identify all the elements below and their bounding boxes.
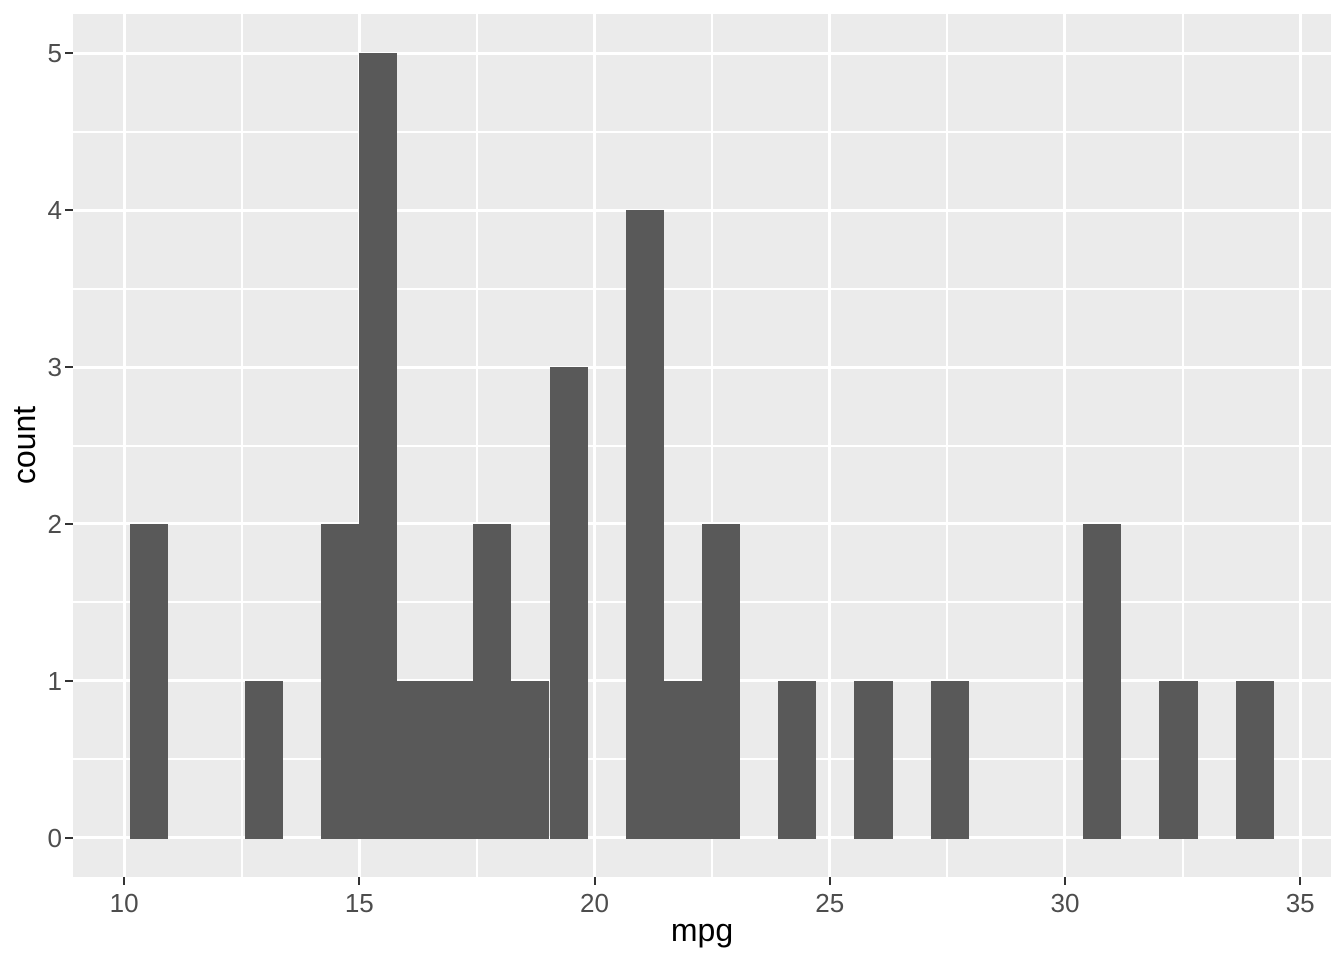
histogram-bar: [663, 680, 702, 840]
y-axis-title: count: [6, 405, 42, 485]
histogram-bar: [397, 680, 436, 840]
y-tick-label: 3: [47, 352, 62, 383]
histogram-bar: [511, 680, 550, 840]
x-tick-label: 15: [344, 888, 374, 918]
x-tick: [828, 877, 831, 885]
x-gridline-major: [1063, 14, 1067, 877]
y-gridline-major: [73, 208, 1331, 212]
x-tick-label: 30: [1050, 888, 1080, 918]
x-tick-label: 20: [580, 888, 609, 918]
y-tick-label: 1: [47, 665, 62, 696]
plot-panel: [73, 14, 1331, 877]
y-tick: [65, 836, 73, 839]
x-axis-title: mpg: [670, 912, 734, 948]
histogram-bar: [701, 523, 741, 840]
histogram-bar: [320, 523, 359, 840]
histogram-bar: [1235, 680, 1274, 840]
x-tick: [358, 877, 361, 885]
y-gridline-minor: [73, 287, 1331, 290]
y-tick-label: 2: [47, 508, 62, 539]
histogram-bar: [435, 680, 474, 840]
histogram-bar: [244, 680, 283, 840]
histogram-bar: [1083, 523, 1122, 840]
x-tick-label: 25: [815, 888, 845, 918]
y-tick-label: 0: [47, 822, 62, 853]
y-tick: [65, 52, 73, 55]
histogram-bar: [130, 523, 169, 840]
histogram-bar: [625, 210, 664, 840]
histogram-bar: [1159, 680, 1198, 840]
x-gridline-major: [593, 14, 597, 877]
y-gridline-major: [73, 51, 1331, 55]
y-tick: [65, 366, 73, 369]
y-tick-label: 5: [47, 38, 62, 69]
x-tick: [593, 877, 596, 885]
x-gridline-major: [1298, 14, 1302, 877]
y-gridline-minor: [73, 130, 1331, 133]
x-gridline-major: [828, 14, 832, 877]
y-gridline-major: [73, 365, 1331, 369]
histogram-bar: [854, 680, 893, 840]
y-tick: [65, 679, 73, 682]
x-gridline-major: [122, 14, 126, 877]
y-gridline-minor: [73, 444, 1331, 447]
histogram-bar: [358, 53, 398, 840]
histogram-bar: [473, 523, 512, 840]
histogram-bar: [549, 367, 588, 840]
y-tick: [65, 209, 73, 212]
x-tick: [123, 877, 126, 885]
x-tick: [1063, 877, 1066, 885]
histogram-bar: [778, 680, 817, 840]
y-tick: [65, 522, 73, 525]
histogram-bar: [930, 680, 969, 840]
x-tick-label: 35: [1285, 888, 1315, 918]
x-tick: [1299, 877, 1302, 885]
y-tick-label: 4: [47, 195, 62, 226]
x-tick-label: 10: [109, 888, 139, 918]
